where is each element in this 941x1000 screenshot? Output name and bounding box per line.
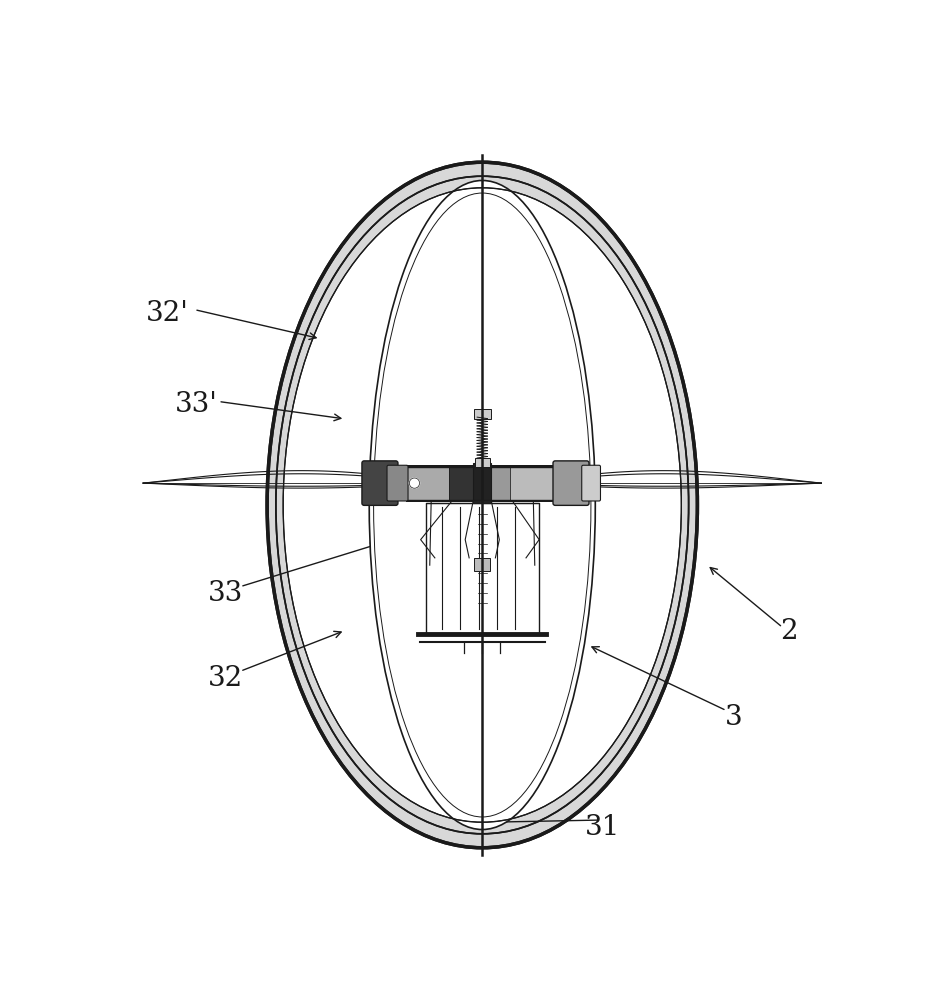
Text: 31: 31 [585, 814, 620, 841]
Bar [449, 467, 482, 500]
FancyBboxPatch shape [553, 461, 589, 505]
Text: 33: 33 [208, 580, 243, 607]
Bar [425, 500, 539, 634]
Text: 32: 32 [208, 665, 243, 692]
Polygon shape [267, 162, 697, 848]
Text: 3: 3 [726, 704, 742, 731]
Bar [482, 467, 510, 500]
Bar [510, 467, 559, 500]
Bar [406, 465, 559, 502]
Bar [425, 503, 539, 634]
Bar [406, 467, 449, 500]
Bar [473, 409, 491, 419]
Text: 32': 32' [146, 300, 188, 327]
FancyBboxPatch shape [362, 461, 398, 505]
Bar [475, 458, 489, 467]
FancyBboxPatch shape [582, 465, 600, 501]
Ellipse shape [369, 180, 596, 830]
Text: 33': 33' [175, 391, 217, 418]
FancyBboxPatch shape [387, 465, 408, 501]
Circle shape [409, 478, 420, 488]
Bar [474, 558, 490, 571]
Bar [473, 463, 491, 503]
Bar [406, 467, 559, 500]
Text: 2: 2 [780, 618, 797, 645]
